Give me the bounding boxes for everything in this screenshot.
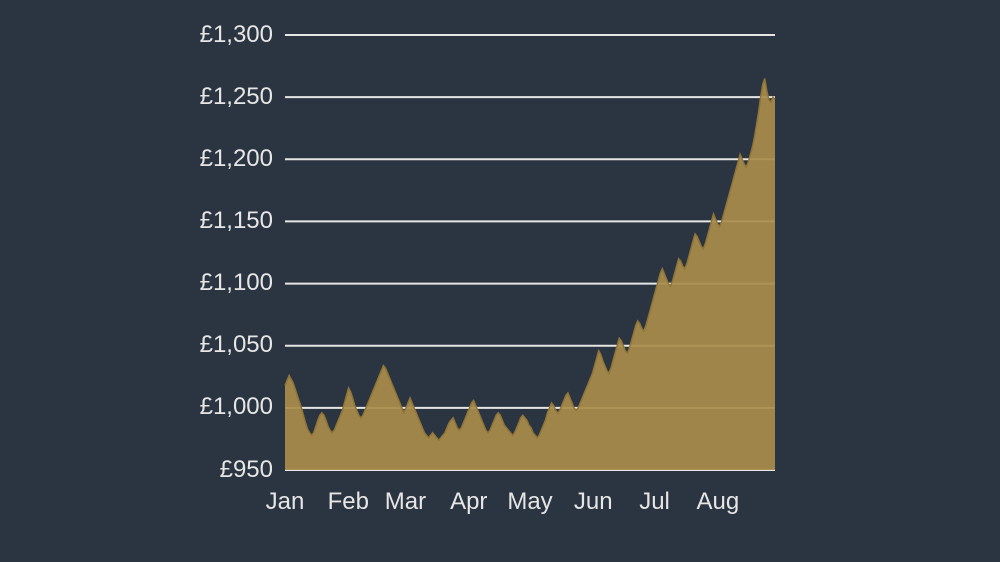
price-area-chart: £950 £1,000 £1,050 £1,100 £1,150 £1,200 £1,250… — [0, 0, 1000, 562]
x-tick-label: Aug — [688, 488, 748, 516]
y-tick-label: £1,300 — [200, 21, 273, 49]
y-tick-label: £1,000 — [200, 393, 273, 421]
y-tick-label: £1,050 — [200, 331, 273, 359]
y-tick-label: £950 — [220, 456, 273, 484]
y-tick-label: £1,200 — [200, 145, 273, 173]
x-tick-label: Mar — [375, 488, 435, 516]
y-tick-label: £1,150 — [200, 207, 273, 235]
chart-canvas — [0, 0, 1000, 562]
x-tick-label: Feb — [318, 488, 378, 516]
x-tick-label: Jan — [255, 488, 315, 516]
y-tick-label: £1,100 — [200, 269, 273, 297]
x-tick-label: Jun — [563, 488, 623, 516]
y-tick-label: £1,250 — [200, 83, 273, 111]
x-tick-label: Apr — [439, 488, 499, 516]
x-tick-label: Jul — [625, 488, 685, 516]
x-tick-label: May — [500, 488, 560, 516]
